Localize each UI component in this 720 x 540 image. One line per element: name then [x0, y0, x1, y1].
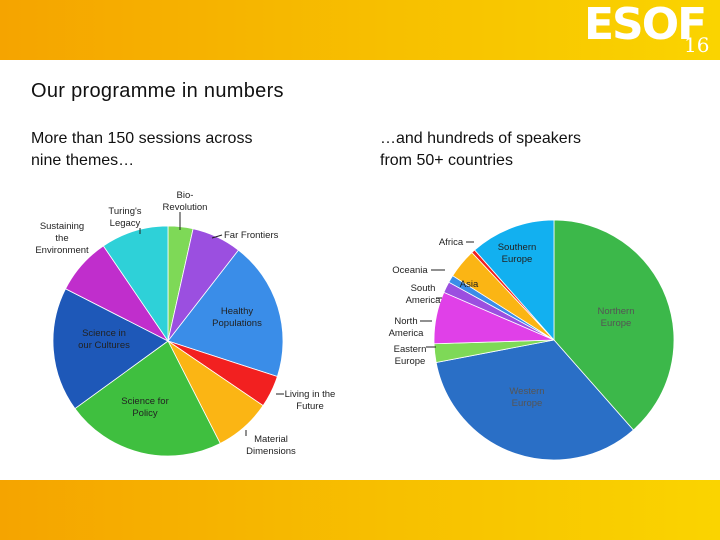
right-chart-subtitle: …and hundreds of speakers from 50+ count…	[380, 130, 582, 169]
slice-label-asia: Asia	[460, 279, 479, 290]
slice-label-science-in-our-cultures: Science in our Cultures	[78, 328, 130, 351]
pie-slice-turing-s-legacy	[102, 225, 169, 343]
slice-label-bio-revolution: Bio-Revolution	[163, 190, 208, 213]
slice-label-far-frontiers: Far Frontiers	[224, 230, 279, 241]
pie-slice-northern-europe	[553, 219, 675, 431]
pie-slice-western-europe	[435, 339, 634, 461]
slice-label-healthy-populations: Healthy Populations	[212, 306, 262, 329]
slice-label-material-dimensions: Material Dimensions	[246, 434, 296, 457]
page-title: Our programme in numbers	[31, 80, 284, 102]
leader-line	[211, 234, 223, 239]
esof-logo-year: 16	[684, 33, 710, 57]
pie-slice-science-for-policy	[74, 340, 221, 457]
left-chart-subtitle: More than 150 sessions across nine theme…	[31, 130, 253, 169]
esof-logo: ESOF	[584, 0, 707, 50]
slice-label-sustaining-the-environment: Sustaining the Environment	[35, 221, 89, 256]
pie-slice-southern-europe	[474, 219, 555, 342]
pie-slice-healthy-populations	[167, 249, 284, 378]
slice-label-living-in-the-future: Living in the Future	[285, 389, 336, 412]
slice-label-science-for-policy: Science for Policy	[121, 396, 169, 419]
slice-label-northern-europe: Northern Europe	[598, 306, 635, 329]
slice-label-eastern-europe: Eastern Europe	[394, 344, 427, 367]
footer-bar	[0, 480, 720, 540]
slice-label-africa: Africa	[439, 237, 464, 248]
slice-label-turing-s-legacy: Turing's Legacy	[108, 206, 141, 229]
slice-label-southern-europe: Southern Europe	[498, 242, 537, 265]
slice-label-south-america: South America	[406, 283, 442, 306]
pie-slice-science-in-our-cultures	[52, 288, 169, 410]
header-bar	[0, 0, 720, 60]
slice-label-western-europe: Western Europe	[509, 386, 544, 409]
slice-label-oceania: Oceania	[392, 265, 428, 276]
slice-label-north-america: North America	[389, 316, 425, 339]
